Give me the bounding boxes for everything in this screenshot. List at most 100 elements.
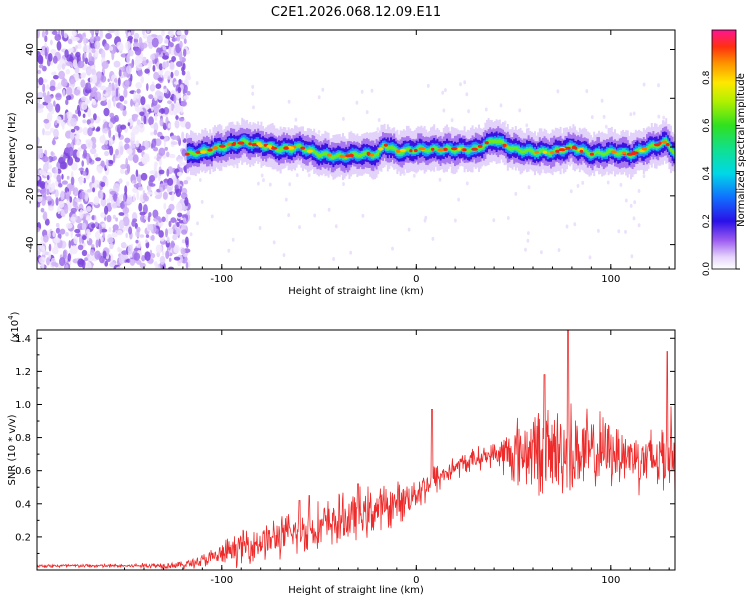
noise-speck xyxy=(65,86,73,96)
noise-speck xyxy=(93,180,100,185)
noise-speck xyxy=(88,255,95,262)
noise-speck xyxy=(43,163,49,172)
noise-speck xyxy=(94,30,100,34)
noise-speck xyxy=(150,53,156,61)
noise-speck xyxy=(83,207,87,214)
noise-speck xyxy=(106,214,112,223)
noise-speck xyxy=(109,193,113,202)
signal-band xyxy=(335,154,338,158)
snr-scale-close: ) xyxy=(10,311,21,315)
noise-speck xyxy=(174,69,180,77)
noise-speck xyxy=(186,90,191,96)
noise-speck xyxy=(67,253,72,262)
noise-speck xyxy=(97,96,101,101)
signal-peak xyxy=(431,147,435,151)
noise-speck xyxy=(176,171,183,177)
faint-speck xyxy=(349,250,353,255)
signal-band xyxy=(527,148,530,151)
faint-speck xyxy=(342,116,345,121)
noise-speck xyxy=(163,191,168,200)
signal-peak xyxy=(396,149,401,153)
noise-speck xyxy=(159,255,166,265)
noise-speck xyxy=(42,211,48,221)
noise-speck xyxy=(118,219,125,229)
noise-speck xyxy=(109,262,117,268)
signal-band xyxy=(454,149,456,153)
noise-speck xyxy=(133,179,137,184)
noise-speck xyxy=(181,239,186,244)
noise-speck xyxy=(170,195,174,202)
noise-speck xyxy=(100,197,107,207)
faint-speck xyxy=(342,182,345,186)
noise-speck xyxy=(90,147,97,155)
noise-speck xyxy=(177,86,182,94)
signal-peak xyxy=(555,149,560,153)
signal-band xyxy=(575,148,578,152)
signal-band xyxy=(470,148,472,152)
noise-speck xyxy=(70,117,77,127)
noise-speck xyxy=(65,99,69,106)
signal-band xyxy=(356,153,359,157)
noise-speck xyxy=(37,227,41,233)
noise-speck xyxy=(77,43,82,49)
noise-speck xyxy=(102,232,106,239)
noise-speck xyxy=(56,116,62,124)
noise-speck xyxy=(135,169,139,177)
faint-speck xyxy=(569,189,573,194)
signal-peak xyxy=(288,146,295,150)
faint-speck xyxy=(370,88,374,93)
noise-speck xyxy=(107,30,115,34)
faint-speck xyxy=(540,250,543,255)
faint-speck xyxy=(629,203,633,208)
noise-speck xyxy=(131,113,139,118)
noise-speck xyxy=(162,55,169,60)
noise-speck xyxy=(140,172,148,181)
noise-speck xyxy=(75,51,81,58)
signal-band xyxy=(338,153,341,157)
noise-speck xyxy=(149,84,156,92)
noise-speck xyxy=(86,119,91,125)
noise-speck xyxy=(130,133,136,141)
noise-speck xyxy=(146,30,150,34)
colorbar-tick-label: 0.6 xyxy=(702,118,712,133)
signal-band xyxy=(500,139,503,144)
colorbar-ticks: 0.0 0.2 0.4 0.6 0.8 xyxy=(702,70,740,276)
faint-speck xyxy=(287,213,291,218)
noise-speck xyxy=(161,30,165,37)
snr-series-line xyxy=(37,330,675,570)
noise-speck xyxy=(41,30,46,38)
noise-speck xyxy=(142,204,148,215)
noise-speck xyxy=(116,230,123,236)
signal-band xyxy=(433,146,436,150)
signal-band xyxy=(223,146,226,150)
noise-speck xyxy=(140,76,145,84)
noise-speck xyxy=(82,44,90,53)
signal-peak xyxy=(232,141,236,145)
signal-band xyxy=(398,151,400,155)
noise-speck xyxy=(49,85,56,92)
noise-speck xyxy=(176,35,181,42)
noise-speck xyxy=(84,257,88,262)
noise-speck xyxy=(142,56,147,62)
noise-speck xyxy=(186,210,190,215)
noise-speck xyxy=(66,54,73,63)
signal-band xyxy=(556,148,559,152)
noise-speck xyxy=(80,73,84,79)
faint-speck xyxy=(313,213,317,218)
signal-band xyxy=(202,148,205,153)
noise-speck xyxy=(60,30,65,37)
signal-band xyxy=(193,152,196,156)
noise-speck xyxy=(163,107,170,115)
signal-peak xyxy=(339,154,346,158)
noise-speck xyxy=(146,59,149,64)
noise-speck xyxy=(134,47,142,56)
signal-peak xyxy=(237,141,244,145)
noise-speck xyxy=(148,116,154,126)
signal-band xyxy=(426,149,429,153)
noise-speck xyxy=(47,102,53,112)
noise-speck xyxy=(72,59,78,69)
noise-speck xyxy=(100,181,106,187)
noise-speck xyxy=(152,65,156,72)
signal-peak xyxy=(571,146,577,150)
